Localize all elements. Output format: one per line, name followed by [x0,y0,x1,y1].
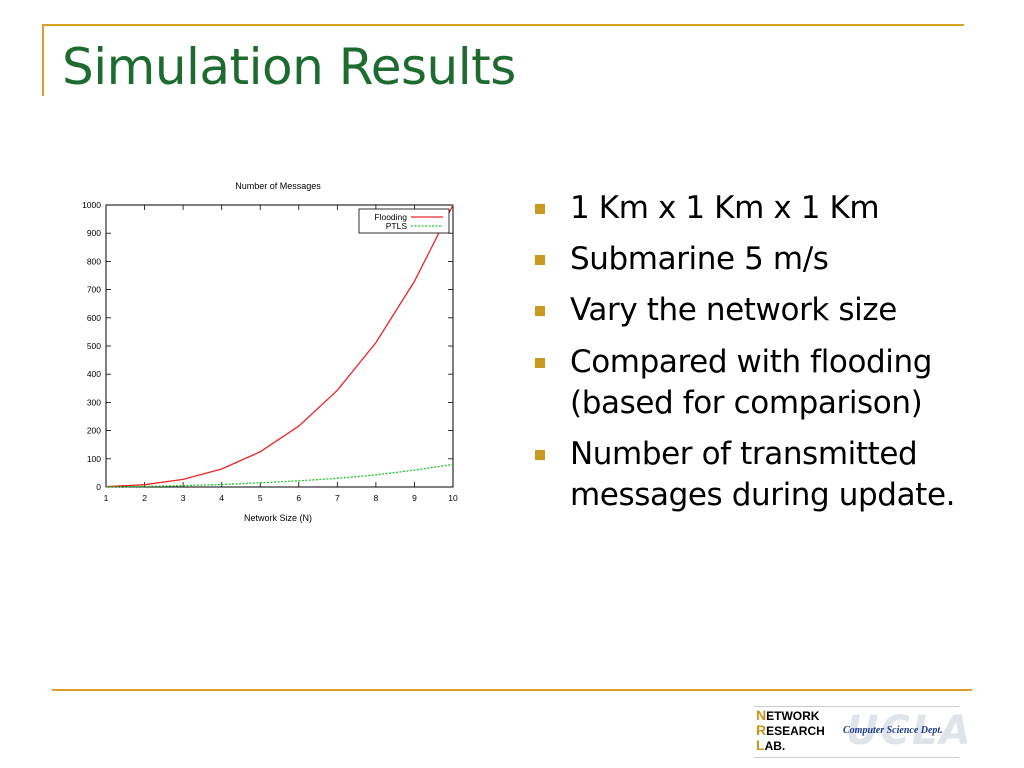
y-tick-label: 900 [87,228,101,238]
series-line-ptls [105,463,454,488]
logo-cap-l: L [756,737,765,753]
chart-title: Number of Messages [235,181,321,191]
bullet-item: Submarine 5 m/s [532,239,1002,280]
messages-chart: Number of Messages 0 100 200 300 400 500 600 70… [70,170,470,535]
logo-cap-r: R [756,722,767,738]
square-bullet-icon [535,255,545,266]
x-tick-label: 6 [296,493,301,503]
bullet-item: Vary the network size [532,290,1002,331]
y-tick-label: 1000 [82,200,101,210]
logo-line-lab: AB. [764,739,786,753]
bullet-item: Number of transmitted messages during up… [532,434,1002,516]
series-layer [105,204,454,488]
bullet-text: Submarine 5 m/s [570,241,829,278]
bullet-text: 1 Km x 1 Km x 1 Km [570,190,880,226]
y-tick-label: 100 [87,454,101,464]
y-tick-label: 400 [87,369,101,379]
logo-line-research: ESEARCH [766,724,825,738]
slide-title: Simulation Results [62,38,516,96]
bullet-list: 1 Km x 1 Km x 1 Km Submarine 5 m/s Vary … [532,188,1002,527]
y-axis: 0 100 200 300 400 500 600 700 800 900 1000 [82,200,453,492]
ucla-watermark: UCLA [846,708,973,754]
x-tick-label: 5 [258,493,263,503]
x-tick-label: 2 [142,493,147,503]
x-tick-label: 9 [412,493,417,503]
bullet-text: Compared with flooding (based for compar… [570,343,933,421]
y-tick-label: 600 [87,313,101,323]
legend-label: Flooding [374,212,407,222]
y-tick-label: 0 [96,482,101,492]
x-tick-label: 8 [374,493,379,503]
bullet-text: Vary the network size [570,292,897,329]
square-bullet-icon [535,357,545,368]
network-research-lab-logo: UCLA NETWORK RESEARCH LAB. Computer Scie… [748,704,970,760]
y-tick-label: 200 [87,426,101,436]
square-bullet-icon [535,306,545,317]
x-tick-label: 4 [219,493,224,503]
y-tick-label: 700 [87,285,101,295]
footer-rule [52,689,972,691]
department-label: Computer Science Dept. [843,725,943,736]
y-tick-label: 500 [87,341,101,351]
title-accent-rule [42,24,964,26]
square-bullet-icon [535,450,545,461]
bullet-text: Number of transmitted messages during up… [570,436,956,514]
bullet-item: 1 Km x 1 Km x 1 Km [532,188,1002,229]
y-tick-label: 300 [87,397,101,407]
x-tick-label: 1 [104,493,109,503]
logo-line-network: ETWORK [766,709,820,723]
chart-svg: Number of Messages 0 100 200 300 400 500 600 70… [82,181,458,523]
square-bullet-icon [535,204,545,214]
series-line-flooding [105,204,454,488]
logo-wordmark: NETWORK RESEARCH LAB. [756,708,825,753]
x-tick-label: 3 [181,493,186,503]
title-accent-rule-left [42,24,44,96]
logo-cap-n: N [756,707,767,723]
x-axis-label: Network Size (N) [244,513,312,523]
legend-label: PTLS [386,221,408,231]
plot-frame [105,204,454,488]
legend-box [358,208,450,234]
x-tick-label: 7 [335,493,340,503]
x-axis: 1 2 3 4 5 6 7 8 9 10 [104,205,458,503]
x-tick-label: 10 [448,493,458,503]
logo-frame [754,706,959,758]
bullet-item: Compared with flooding (based for compar… [532,342,1002,424]
y-tick-label: 800 [87,256,101,266]
